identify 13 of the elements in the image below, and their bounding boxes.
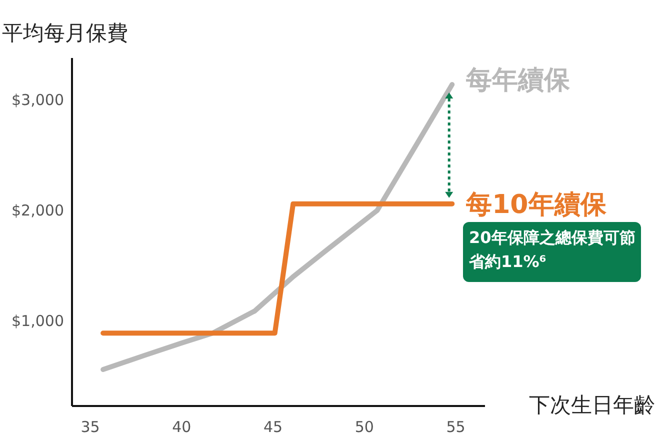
x-axis-title: 下次生日年齡 — [529, 393, 655, 417]
y-tick-label: $3,000 — [12, 90, 64, 109]
annotation: 20年保障之總保費可節省約11%⁶ — [469, 227, 636, 273]
x-tick-label: 45 — [263, 418, 283, 436]
y-tick-label: $2,000 — [12, 201, 64, 220]
y-axis-title: 平均每月保費 — [2, 21, 128, 45]
x-tick-label: 35 — [80, 418, 100, 436]
y-tick-label: $1,000 — [12, 312, 64, 330]
series-label: 每10年續保 — [465, 190, 608, 220]
x-tick-label: 50 — [354, 418, 374, 436]
x-tick-label: 55 — [446, 418, 466, 436]
x-tick-label: 40 — [172, 418, 192, 436]
series-label: 每年續保 — [465, 66, 572, 96]
